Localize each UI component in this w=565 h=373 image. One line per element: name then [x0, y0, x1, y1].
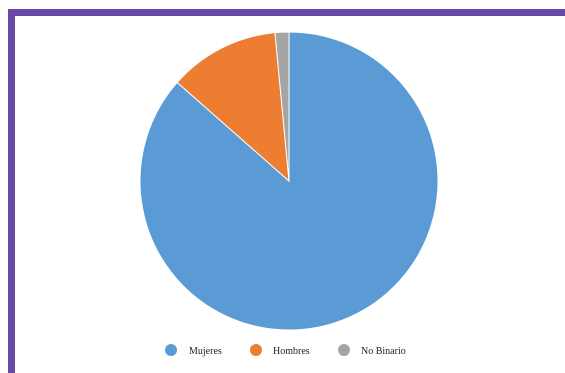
legend-item-no-binario[interactable]: No Binario	[338, 344, 406, 357]
legend-swatch-no-binario	[338, 344, 350, 356]
legend-swatch-mujeres	[165, 344, 177, 356]
pie-slice-hombres[interactable]	[176, 32, 290, 183]
legend-label-mujeres: Mujeres	[189, 346, 222, 357]
legend-label-hombres: Hombres	[273, 346, 310, 357]
legend-swatch-hombres	[250, 344, 262, 356]
legend-item-mujeres[interactable]: Mujeres	[165, 344, 222, 357]
pie-slices	[139, 31, 439, 331]
pie-slice-no-binario[interactable]	[274, 31, 290, 182]
legend-item-hombres[interactable]: Hombres	[250, 344, 310, 357]
chart-legend: Mujeres Hombres No Binario	[165, 344, 406, 357]
legend-label-no-binario: No Binario	[361, 346, 406, 357]
